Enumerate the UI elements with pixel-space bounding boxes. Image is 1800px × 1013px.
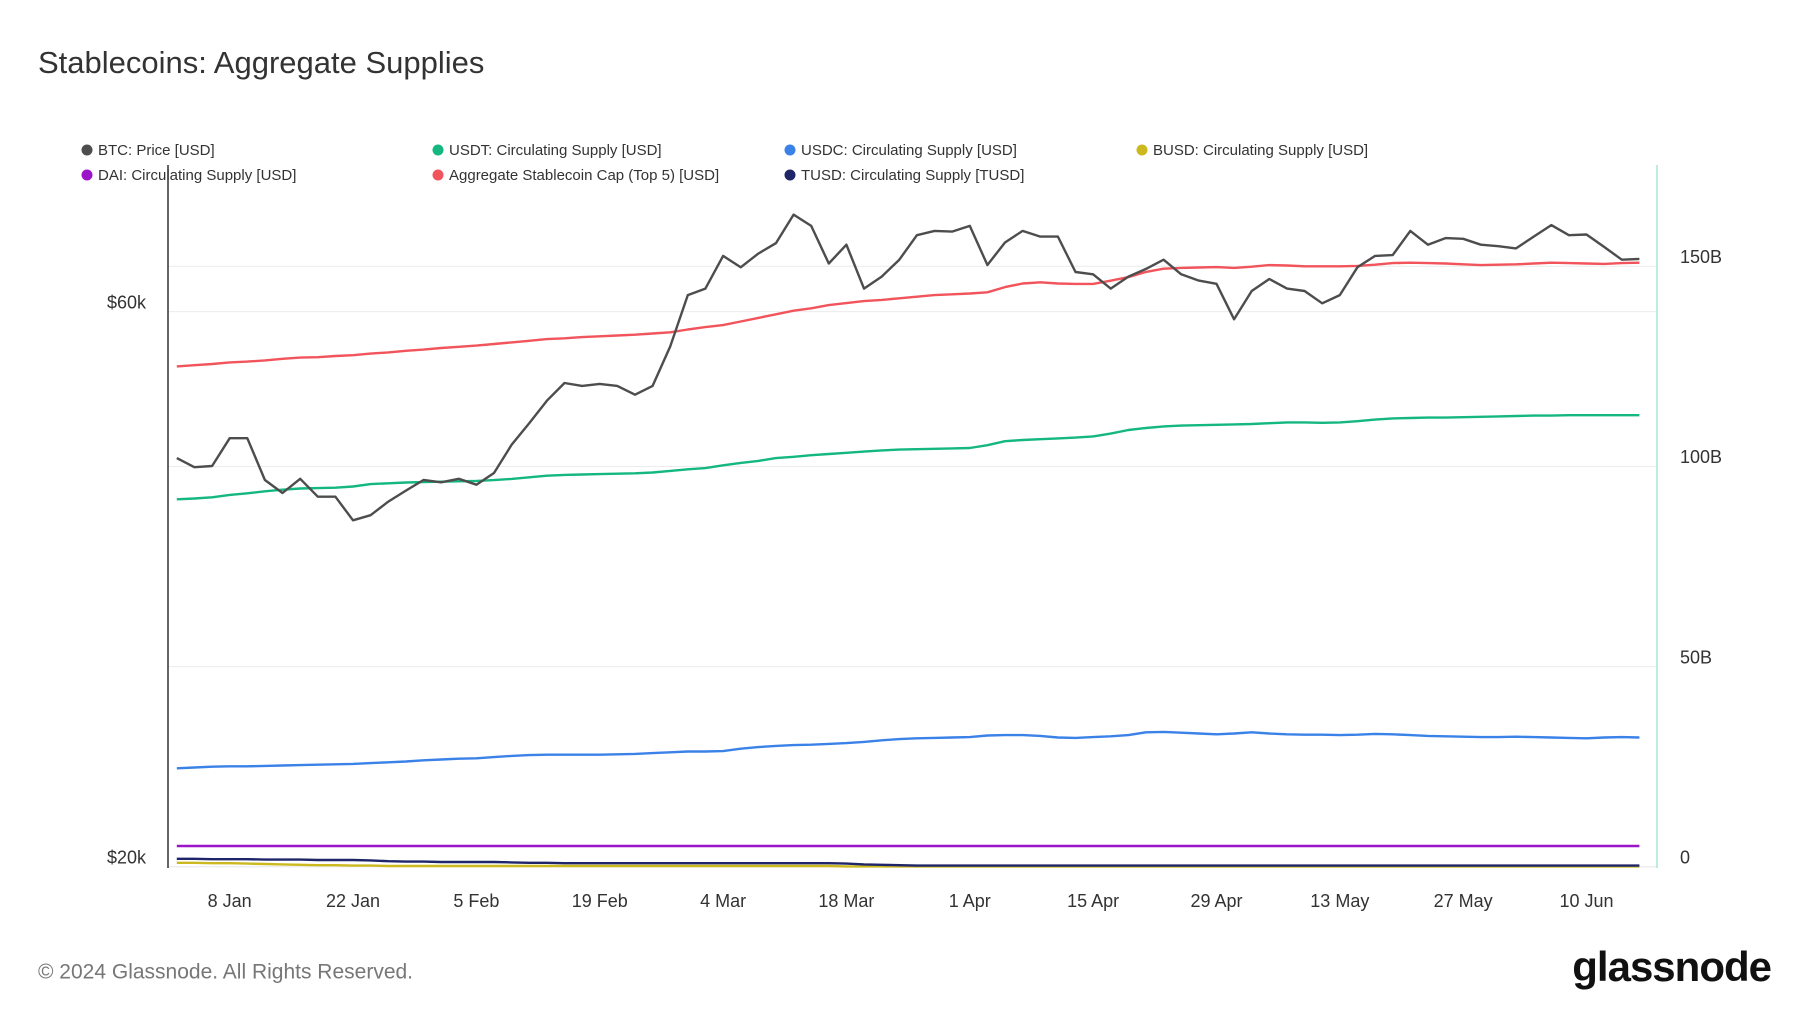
x-tick-label: 18 Mar [818, 891, 874, 911]
legend-label: BTC: Price [USD] [98, 142, 215, 159]
series-line [176, 213, 1640, 522]
legend-marker [81, 144, 93, 156]
x-tick-label: 22 Jan [326, 891, 380, 911]
x-tick-label: 8 Jan [208, 891, 252, 911]
logo: glassnode [1572, 943, 1771, 990]
legend-marker [784, 144, 796, 156]
legend-marker [81, 169, 93, 181]
x-tick-label: 19 Feb [572, 891, 628, 911]
legend-label: BUSD: Circulating Supply [USD] [1153, 142, 1368, 159]
legend-marker [432, 144, 444, 156]
x-tick-label: 4 Mar [700, 891, 746, 911]
y2-tick-label: 0 [1680, 848, 1690, 868]
y2-tick-label: 50B [1680, 647, 1712, 667]
x-tick-label: 29 Apr [1190, 891, 1242, 911]
y2-tick-label: 100B [1680, 447, 1722, 467]
legend-label: USDT: Circulating Supply [USD] [449, 142, 662, 159]
x-tick-label: 1 Apr [949, 891, 991, 911]
y-tick-label: $60k [107, 292, 147, 312]
legend-marker [432, 169, 444, 181]
legend-marker [1136, 144, 1148, 156]
x-tick-label: 10 Jun [1559, 891, 1613, 911]
y2-tick-label: 150B [1680, 247, 1722, 267]
series-line [176, 730, 1640, 770]
x-tick-label: 15 Apr [1067, 891, 1119, 911]
series-line [176, 857, 1640, 867]
legend-marker [784, 169, 796, 181]
legend-label: USDC: Circulating Supply [USD] [801, 142, 1017, 159]
chart-title: Stablecoins: Aggregate Supplies [38, 45, 484, 80]
legend-label: TUSD: Circulating Supply [TUSD] [801, 167, 1024, 184]
y-tick-label: $20k [107, 847, 147, 867]
x-tick-label: 13 May [1310, 891, 1369, 911]
series-line [176, 414, 1640, 501]
x-tick-label: 27 May [1434, 891, 1493, 911]
footer: © 2024 Glassnode. All Rights Reserved. [38, 961, 413, 984]
x-tick-label: 5 Feb [453, 891, 499, 911]
series-line [176, 261, 1640, 368]
legend-label: DAI: Circulating Supply [USD] [98, 167, 296, 184]
legend-label: Aggregate Stablecoin Cap (Top 5) [USD] [449, 167, 719, 184]
